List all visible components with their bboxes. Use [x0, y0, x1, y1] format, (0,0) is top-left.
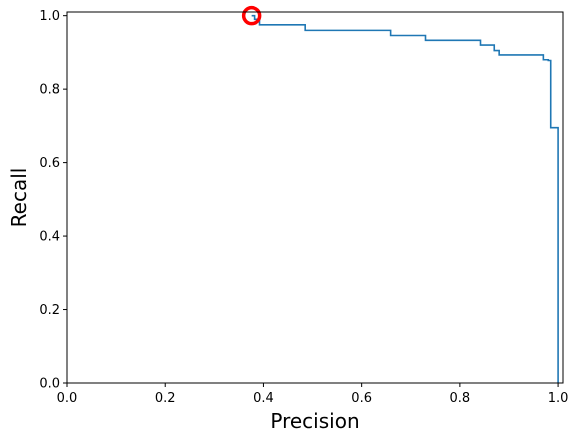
x-axis-ticks: 0.0 0.2 0.4 0.6 0.8 1.0 [57, 383, 569, 406]
x-tick-label: 0.2 [155, 391, 176, 406]
pr-curve-line [251, 14, 559, 383]
x-tick-label: 0.4 [253, 391, 274, 406]
y-tick-label: 0.2 [39, 303, 60, 318]
y-tick-label: 0.6 [39, 156, 60, 171]
x-tick-label: 0.6 [351, 391, 372, 406]
highlight-marker [241, 5, 262, 26]
y-tick-label: 0.8 [39, 83, 60, 98]
x-tick-label: 0.8 [450, 391, 471, 406]
plot-frame [66, 11, 564, 384]
x-tick-label: 1.0 [548, 391, 569, 406]
x-tick-label: 0.0 [57, 391, 78, 406]
y-axis-label: Recall [7, 168, 31, 228]
y-tick-label: 0.4 [39, 230, 60, 245]
y-tick-label: 1.0 [39, 9, 60, 24]
plot-area [67, 12, 563, 383]
marker-layer [241, 5, 262, 26]
series-layer [251, 14, 559, 383]
y-axis-ticks: 0.0 0.2 0.4 0.6 0.8 1.0 [39, 9, 67, 392]
y-tick-label: 0.0 [39, 377, 60, 392]
x-axis-label: Precision [270, 409, 359, 433]
